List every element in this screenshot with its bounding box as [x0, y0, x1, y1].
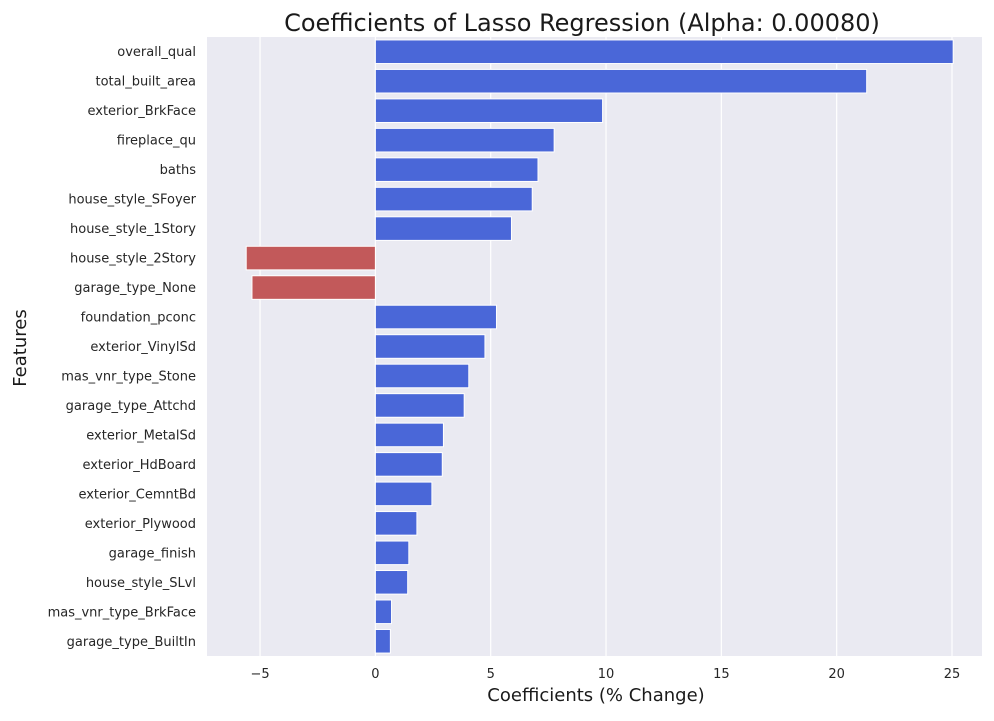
y-tick-label: mas_vnr_type_Stone: [61, 369, 196, 384]
y-tick-label: mas_vnr_type_BrkFace: [48, 605, 196, 620]
y-tick-label: exterior_BrkFace: [87, 104, 196, 119]
bar-fireplace_qu: [374, 127, 555, 153]
x-tick-label: 20: [828, 667, 845, 682]
y-tick-label: exterior_MetalSd: [86, 428, 196, 443]
x-axis-title: Coefficients (% Change): [487, 685, 704, 706]
y-tick-label: house_style_2Story: [70, 252, 196, 267]
bar-garage_finish: [374, 540, 410, 566]
x-tick-label: 25: [944, 667, 961, 682]
bar-foundation_pconc: [374, 304, 497, 330]
y-tick-label: foundation_pconc: [81, 311, 196, 326]
x-tick-label: 15: [713, 667, 730, 682]
plot-background: [207, 37, 982, 656]
y-tick-label: fireplace_qu: [117, 134, 196, 149]
y-tick-label: exterior_HdBoard: [82, 458, 196, 473]
y-tick-label: house_style_SLvl: [86, 576, 196, 591]
bar-total_built_area: [374, 68, 868, 94]
y-tick-label: house_style_SFoyer: [68, 193, 196, 208]
x-tick-label: 0: [371, 667, 379, 682]
x-tick-label: −5: [250, 667, 269, 682]
bar-garage_type_BuiltIn: [374, 628, 391, 654]
y-tick-label: house_style_1Story: [70, 222, 196, 237]
bar-mas_vnr_type_Stone: [374, 363, 470, 389]
bar-exterior_CemntBd: [374, 481, 433, 507]
y-tick-label: exterior_Plywood: [85, 517, 196, 532]
bars: [245, 39, 954, 654]
x-tick-labels: −5 0 5 10 15 20 25: [250, 667, 960, 682]
y-axis-title: Features: [10, 309, 31, 386]
bar-house_style_SLvl: [374, 570, 409, 595]
bar-house_style_1Story: [374, 216, 512, 241]
y-tick-label: exterior_CemntBd: [78, 487, 196, 502]
bar-house_style_2Story: [245, 245, 376, 271]
chart-title: Coefficients of Lasso Regression (Alpha:…: [284, 9, 880, 37]
bar-mas_vnr_type_BrkFace: [374, 599, 393, 625]
bar-garage_type_Attchd: [374, 393, 465, 418]
bar-exterior_HdBoard: [374, 452, 443, 477]
y-tick-label: baths: [160, 163, 197, 178]
bar-house_style_SFoyer: [374, 186, 533, 212]
y-tick-label: garage_type_BuiltIn: [67, 635, 196, 650]
y-tick-label: total_built_area: [95, 75, 196, 90]
bar-garage_type_None: [251, 275, 376, 300]
bar-overall_qual: [374, 39, 954, 65]
bar-exterior_BrkFace: [374, 98, 604, 123]
bar-exterior_Plywood: [374, 511, 418, 536]
x-tick-label: 5: [487, 667, 495, 682]
y-tick-labels: overall_qual total_built_area exterior_Brk…: [48, 45, 197, 650]
bar-baths: [374, 157, 539, 182]
y-tick-label: garage_type_Attchd: [66, 399, 196, 414]
bar-exterior_MetalSd: [374, 422, 444, 448]
x-tick-label: 10: [598, 667, 615, 682]
y-tick-label: exterior_VinylSd: [90, 340, 196, 355]
bar-exterior_VinylSd: [374, 334, 486, 359]
y-tick-label: garage_finish: [109, 546, 196, 561]
y-tick-label: overall_qual: [117, 45, 196, 60]
y-tick-label: garage_type_None: [74, 281, 196, 296]
